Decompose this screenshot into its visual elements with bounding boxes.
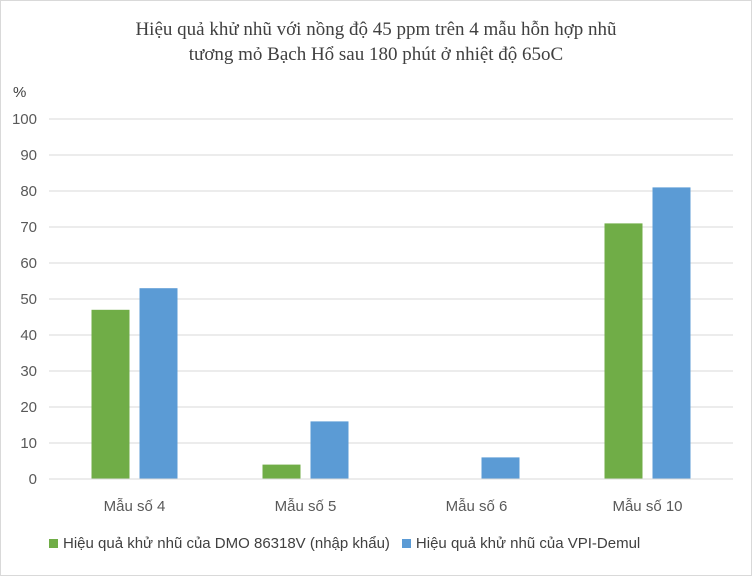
y-axis-label: % [13, 84, 26, 101]
y-tick-label-0: 0 [29, 471, 37, 488]
legend: Hiệu quả khử nhũ của DMO 86318V (nhập kh… [49, 535, 652, 552]
y-tick-label-40: 40 [20, 327, 37, 344]
legend-label-series-1: Hiệu quả khử nhũ của DMO 86318V (nhập kh… [63, 535, 390, 552]
x-tick-label-3: Mẫu số 6 [446, 498, 508, 515]
bar-series-2-mẫu-số-4 [139, 288, 178, 479]
y-tick-label-100: 100 [12, 111, 37, 128]
bar-series-1-mẫu-số-4 [91, 309, 130, 479]
y-tick-label-20: 20 [20, 399, 37, 416]
legend-swatch-series-2 [401, 539, 411, 548]
y-tick-label-10: 10 [20, 435, 37, 452]
chart-title-line-2: tương mỏ Bạch Hổ sau 180 phút ở nhiệt độ… [188, 44, 564, 65]
bar-series-2-mẫu-số-10 [652, 187, 691, 479]
y-tick-label-60: 60 [20, 255, 37, 272]
legend-swatch-series-1 [49, 539, 58, 548]
y-tick-label-90: 90 [20, 147, 37, 164]
bar-series-2-mẫu-số-5 [310, 421, 349, 479]
x-tick-label-1: Mẫu số 4 [104, 498, 166, 515]
chart-title-line-1: Hiệu quả khử nhũ với nồng độ 45 ppm trên… [135, 19, 617, 40]
y-tick-label-70: 70 [20, 219, 37, 236]
y-tick-label-80: 80 [20, 183, 37, 200]
x-tick-label-2: Mẫu số 5 [275, 498, 337, 515]
legend-label-series-2: Hiệu quả khử nhũ của VPI-Demul [415, 535, 641, 552]
y-tick-label-30: 30 [20, 363, 37, 380]
legend-item-series-1: Hiệu quả khử nhũ của DMO 86318V (nhập kh… [49, 535, 390, 552]
legend-item-series-2: Hiệu quả khử nhũ của VPI-Demul [401, 535, 641, 552]
y-tick-label-50: 50 [20, 291, 37, 308]
x-tick-label-4: Mẫu số 10 [612, 498, 682, 515]
bar-series-1-mẫu-số-5 [262, 464, 301, 479]
bar-series-2-mẫu-số-6 [481, 457, 520, 479]
bar-series-1-mẫu-số-10 [604, 223, 643, 479]
